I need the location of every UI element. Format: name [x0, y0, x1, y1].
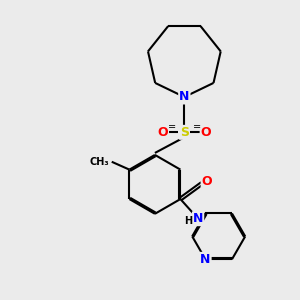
Text: H: H — [184, 216, 192, 226]
Text: S: S — [180, 126, 189, 139]
Text: N: N — [193, 212, 203, 225]
Text: =: = — [167, 122, 176, 132]
Text: N: N — [200, 253, 211, 266]
Text: =: = — [193, 122, 201, 132]
Text: O: O — [201, 126, 211, 139]
Text: N: N — [179, 91, 190, 103]
Text: CH₃: CH₃ — [89, 157, 109, 167]
Text: O: O — [158, 126, 168, 139]
Text: O: O — [202, 175, 212, 188]
